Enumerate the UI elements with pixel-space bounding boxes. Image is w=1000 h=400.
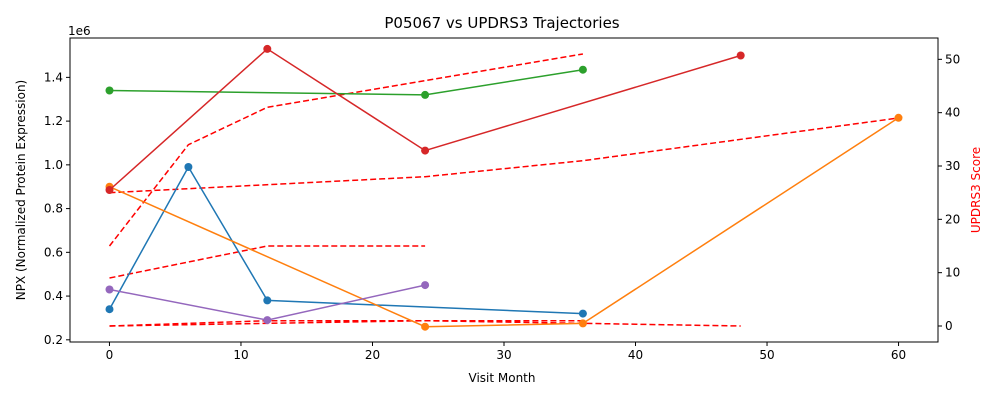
y-tick-label: 1.0 [44,158,63,172]
npx-data-point [421,146,430,155]
y2-tick-label: 0 [945,319,953,333]
y-tick-label: 0.6 [44,245,63,259]
npx-data-point [578,319,587,328]
npx-data-point [894,113,903,122]
updrs3-series-line [109,319,583,327]
plot-frame [69,37,939,343]
y2-tick-label: 50 [945,52,960,66]
npx-data-point [736,51,745,60]
y-tick-label: 0.8 [44,202,63,216]
x-tick-label: 0 [106,348,114,362]
y2-tick-label: 30 [945,159,960,173]
axes-ticks: 0 10 20 30 40 50 60 0.2 0.4 0.6 0.8 1.0 1.2 1.4 0 10 20 3… [44,52,960,362]
y2-tick-label: 20 [945,212,960,226]
npx-series-line [109,47,741,191]
x-tick-label: 10 [233,348,248,362]
updrs3-series-line [109,319,741,327]
chart-title: P05067 vs UPDRS3 Trajectories [384,14,619,32]
npx-data-point [421,322,430,331]
x-axis-label: Visit Month [469,371,536,385]
y2-tick-label: 40 [945,106,960,120]
npx-data-point [263,316,272,325]
npx-series-line [109,117,899,328]
y-tick-label: 0.4 [44,289,63,303]
plot-area [105,44,903,331]
y-tick-label: 0.2 [44,333,63,347]
y2-axis-label: UPDRS3 Score [969,147,983,233]
y-axis-offset-label: 1e6 [68,24,91,38]
x-tick-label: 50 [759,348,774,362]
npx-data-point [263,44,272,53]
updrs3-series-line [109,117,899,194]
npx-data-point [263,296,272,305]
x-tick-label: 40 [628,348,643,362]
npx-series-line [108,165,583,315]
npx-data-point [578,309,587,318]
npx-data-point [105,186,114,194]
y-tick-label: 1.2 [44,114,63,128]
npx-data-point [105,285,114,294]
npx-data-point [184,163,193,171]
updrs3-series-line [108,53,584,247]
x-tick-label: 20 [365,348,380,362]
npx-data-point [421,90,430,99]
y-tick-label: 1.4 [44,70,63,84]
updrs3-series-line [109,245,426,279]
x-tick-label: 60 [891,348,906,362]
y2-tick-label: 10 [945,266,960,280]
npx-data-point [578,65,587,74]
y-axis-label: NPX (Normalized Protein Expression) [14,80,28,301]
npx-data-point [105,86,114,95]
x-tick-label: 30 [496,348,511,362]
npx-data-point [421,281,430,290]
npx-data-point [105,305,114,314]
